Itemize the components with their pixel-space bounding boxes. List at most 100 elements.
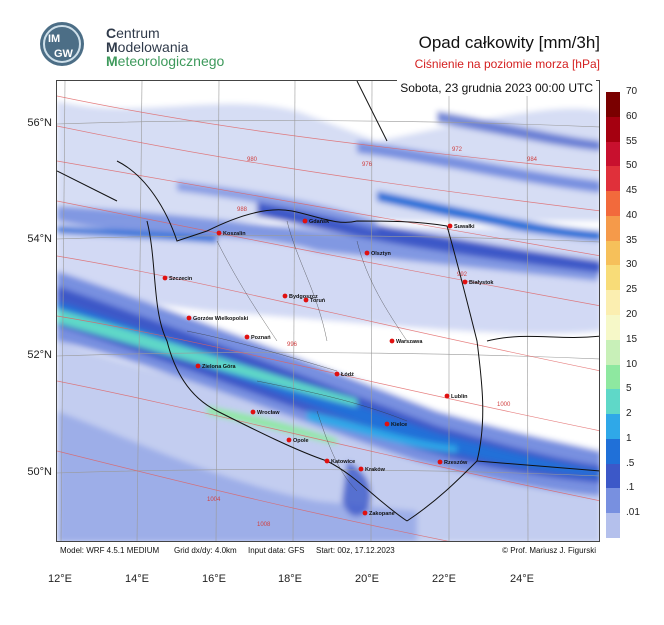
city-dot [358,466,364,472]
footer-grid: Grid dx/dy: 4.0km [174,546,237,555]
colorbar-swatch [606,116,620,143]
city-dot [282,293,288,299]
city-label: Opole [293,438,309,444]
city-dot [324,458,330,464]
org-name-line-1: Centrum [106,25,160,41]
lon-label-22: 22°E [432,573,456,585]
colorbar-swatch [606,364,620,390]
footer-input: Input data: GFS [248,546,305,555]
isobar-label: 1008 [257,522,271,528]
lon-label-12: 12°E [48,573,72,585]
lat-label-52: 52°N [27,349,52,361]
lat-label-54: 54°N [27,233,52,245]
isobar-label: 1004 [207,497,221,503]
imgw-logo: IM GW [38,20,98,68]
city-markers: Gdańsk Koszalin Suwałki Olsztyn Szczecin Biał… [162,218,494,517]
voivodeship-borders [186,220,408,492]
colorbar-level-label: 15 [626,333,638,345]
city-label: Lublin [451,394,468,400]
isobar-label: 996 [287,342,298,348]
lat-label-56: 56°N [27,117,52,129]
graticule [57,81,599,541]
colorbar-swatch [606,463,620,489]
city-label: Gdańsk [309,219,330,225]
colorbar-swatch [606,240,620,266]
city-label: Warszawa [396,339,423,345]
precip-layer [57,81,599,541]
city-dot [384,421,390,427]
org-name-line-2: Modelowania [106,39,189,55]
colorbar-swatch [606,191,620,217]
isobar-label: 992 [457,272,468,278]
city-label: Białystok [469,280,494,286]
map-canvas: 980 976 972 984 988 992 996 1000 1004 10… [57,81,599,541]
colorbar-level-label: 20 [626,309,638,320]
city-dot [364,250,370,256]
city-dot [302,218,308,224]
colorbar-level-label: 70 [626,86,638,97]
colorbar-swatch [606,414,620,440]
colorbar-level-label: 55 [626,135,638,147]
colorbar-swatch [606,166,620,192]
isobar-labels: 980 976 972 984 988 992 996 1000 1004 10… [207,147,538,528]
city-dot [447,223,453,229]
footer-start: Start: 00z, 17.12.2023 [316,546,395,555]
city-label: Bydgoszcz [289,294,318,300]
city-dot [303,297,309,303]
svg-text:GW: GW [54,48,74,60]
isobar-label: 984 [527,157,538,163]
colorbar-swatch [606,265,620,291]
svg-text:IM: IM [48,33,60,45]
city-label: Łódź [341,372,354,378]
colorbar-swatch [606,315,620,341]
lon-label-16: 16°E [202,573,226,585]
city-dot [162,275,168,281]
footer-model: Model: WRF 4.5.1 MEDIUM [60,546,160,555]
isobar-label: 1000 [497,402,511,408]
city-label: Rzeszów [444,460,468,466]
city-label: Toruń [310,298,326,304]
isobar-label: 972 [452,147,463,153]
footer-credit: © Prof. Mariusz J. Figurski [502,546,596,555]
city-label: Zielona Góra [202,364,237,370]
colorbar-level-label: .5 [626,457,635,469]
colorbar-swatch [606,339,620,366]
city-label: Poznań [251,335,271,341]
colorbar-level-label: 5 [626,383,632,395]
city-label: Suwałki [454,224,475,230]
city-dot [244,334,250,340]
city-dot [437,459,443,465]
lon-label-14: 14°E [125,573,149,585]
colorbar-swatch [606,488,620,514]
city-label: Katowice [331,459,355,465]
city-dot [462,279,468,285]
isobar-label: 980 [247,157,258,163]
colorbar-swatch [606,438,620,465]
city-label: Zakopane [369,511,395,517]
colorbar-swatch [606,513,620,539]
lon-label-18: 18°E [278,573,302,585]
colorbar-level-label: 25 [626,284,638,296]
isobar-label: 976 [362,162,373,168]
city-dot [186,315,192,321]
colorbar-level-label: 2 [626,408,632,420]
colorbar-level-label: 50 [626,160,638,172]
colorbar-level-label: 60 [626,110,638,122]
colorbar-swatch [606,141,620,167]
forecast-datetime: Sobota, 23 grudnia 2023 00:00 UTC [397,80,596,96]
city-dot [286,437,292,443]
precip-colorbar [606,92,620,539]
precipitation-map[interactable]: 980 976 972 984 988 992 996 1000 1004 10… [56,80,600,542]
city-dot [389,338,395,344]
city-label: Wrocław [257,410,280,416]
colorbar-level-label: 30 [626,259,638,271]
city-label: Koszalin [223,231,246,237]
colorbar-level-label: 45 [626,185,638,197]
map-subtitle: Ciśnienie na poziomie morza [hPa] [414,57,600,71]
colorbar-level-label: 40 [626,209,638,221]
isobar-label: 988 [237,207,248,213]
city-label: Olsztyn [371,251,392,257]
colorbar-level-label: 1 [626,432,632,444]
map-title: Opad całkowity [mm/3h] [418,33,600,52]
org-name-line-3: Meteorologicznego [106,53,225,69]
